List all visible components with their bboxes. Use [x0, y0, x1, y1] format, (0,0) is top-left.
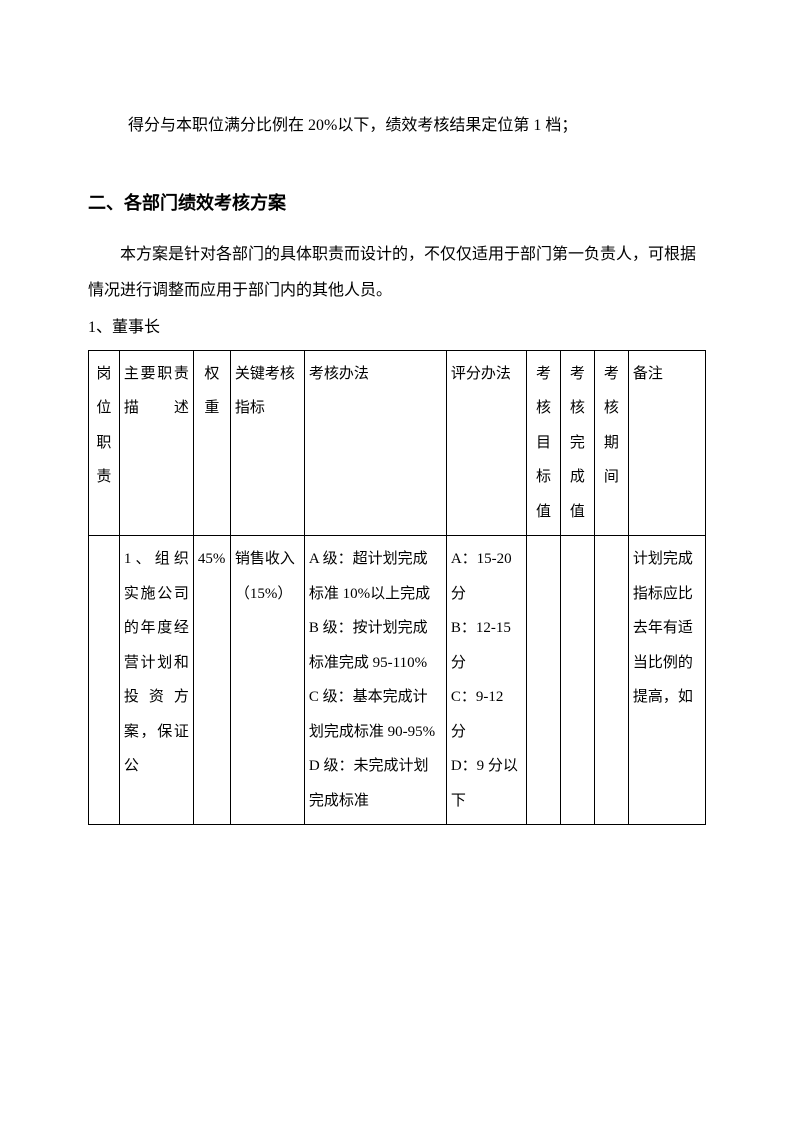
- top-context-line: 得分与本职位满分比例在 20%以下，绩效考核结果定位第 1 档；: [88, 110, 706, 142]
- col-header-target: 考核目标值: [527, 350, 561, 536]
- cell-target: [527, 536, 561, 825]
- table-row: 1、组织实施公司的年度经营计划和投资方案，保证公 45% 销售收入（15%） A…: [89, 536, 706, 825]
- cell-note: 计划完成指标应比去年有适当比例的提高，如: [628, 536, 705, 825]
- cell-period: [594, 536, 628, 825]
- intro-paragraph: 本方案是针对各部门的具体职责而设计的，不仅仅适用于部门第一负责人，可根据情况进行…: [88, 237, 706, 307]
- col-header-note: 备注: [628, 350, 705, 536]
- section-heading: 二、各部门绩效考核方案: [88, 187, 706, 219]
- cell-complete: [560, 536, 594, 825]
- assessment-table: 岗位职责 主要职责描述 权重 关键考核指标 考核办法 评分办法 考核目标值 考核…: [88, 350, 706, 826]
- col-header-method: 考核办法: [304, 350, 446, 536]
- sub-item-label: 1、董事长: [88, 312, 706, 344]
- col-header-weight: 权重: [193, 350, 230, 536]
- col-header-indicator: 关键考核指标: [230, 350, 304, 536]
- cell-indicator: 销售收入（15%）: [230, 536, 304, 825]
- cell-method: A 级：超计划完成标准 10%以上完成B 级：按计划完成标准完成 95-110%…: [304, 536, 446, 825]
- col-header-scoring: 评分办法: [446, 350, 526, 536]
- col-header-desc: 主要职责描述: [119, 350, 193, 536]
- cell-desc: 1、组织实施公司的年度经营计划和投资方案，保证公: [119, 536, 193, 825]
- col-header-period: 考核期间: [594, 350, 628, 536]
- table-header-row: 岗位职责 主要职责描述 权重 关键考核指标 考核办法 评分办法 考核目标值 考核…: [89, 350, 706, 536]
- cell-scoring: A：15-20 分B：12-15 分C：9-12 分D：9 分以下: [446, 536, 526, 825]
- col-header-complete: 考核完成值: [560, 350, 594, 536]
- cell-weight: 45%: [193, 536, 230, 825]
- col-header-position: 岗位职责: [89, 350, 120, 536]
- cell-position: [89, 536, 120, 825]
